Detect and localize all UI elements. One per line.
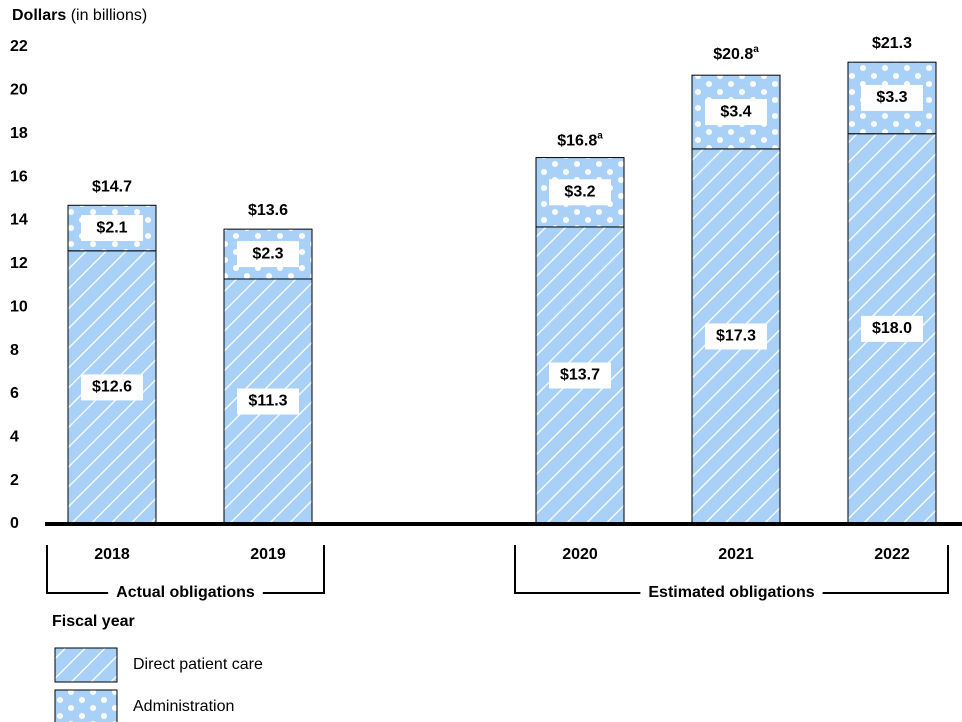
x-tick-label: 2019 bbox=[250, 546, 286, 563]
total-value: $21.3 bbox=[872, 35, 912, 52]
y-tick-label: 20 bbox=[10, 82, 28, 99]
y-tick-label: 16 bbox=[10, 168, 28, 185]
legend-swatch bbox=[54, 647, 118, 683]
value-label-box bbox=[81, 215, 143, 242]
value-label: $3.3 bbox=[876, 89, 907, 106]
total-label: $16.8a bbox=[557, 130, 603, 150]
total-value: $14.7 bbox=[92, 178, 132, 195]
y-tick-label: 8 bbox=[10, 342, 19, 359]
legend-swatch bbox=[54, 689, 118, 722]
total-label: $13.6 bbox=[248, 202, 288, 219]
value-label: $3.4 bbox=[720, 103, 751, 120]
value-label-box bbox=[705, 323, 767, 350]
y-tick-label: 10 bbox=[10, 298, 28, 315]
total-value: $20.8 bbox=[713, 46, 753, 63]
y-tick-label: 22 bbox=[10, 38, 28, 55]
y-tick-label: 4 bbox=[10, 428, 19, 445]
total-label: $14.7 bbox=[92, 178, 132, 195]
value-label: $3.2 bbox=[564, 183, 595, 200]
legend-label: Direct patient care bbox=[133, 656, 263, 673]
legend-label: Administration bbox=[133, 698, 234, 715]
y-tick-label: 2 bbox=[10, 472, 19, 489]
value-label: $12.6 bbox=[92, 379, 132, 396]
group-bracket bbox=[514, 545, 949, 594]
value-label: $18.0 bbox=[872, 320, 912, 337]
value-label-box bbox=[81, 374, 143, 401]
value-label-box bbox=[705, 99, 767, 126]
y-label-unit: (in billions) bbox=[71, 7, 147, 24]
value-label-box bbox=[549, 179, 611, 206]
value-label: $11.3 bbox=[248, 393, 287, 410]
y-tick-label: 14 bbox=[10, 212, 28, 229]
total-label: $21.3 bbox=[872, 35, 912, 52]
total-value: $13.6 bbox=[248, 202, 288, 219]
value-label-box bbox=[861, 315, 923, 342]
group-bracket bbox=[46, 545, 325, 594]
total-label: $20.8a bbox=[713, 44, 759, 64]
x-axis-title: Fiscal year bbox=[52, 613, 135, 630]
y-axis-title: Dollars (in billions) bbox=[12, 7, 147, 24]
footnote-marker: a bbox=[753, 44, 759, 55]
x-tick-label: 2022 bbox=[874, 546, 910, 563]
x-tick-label: 2018 bbox=[94, 546, 130, 563]
value-label: $13.7 bbox=[560, 367, 600, 384]
value-label: $2.1 bbox=[96, 219, 127, 236]
total-value: $16.8 bbox=[557, 133, 597, 150]
value-label: $17.3 bbox=[716, 328, 756, 345]
x-tick-label: 2020 bbox=[562, 546, 598, 563]
y-tick-label: 12 bbox=[10, 255, 28, 272]
footnote-marker: a bbox=[597, 130, 603, 141]
value-label-box bbox=[237, 241, 299, 268]
group-label: Actual obligations bbox=[116, 584, 255, 601]
value-label-box bbox=[549, 362, 611, 389]
value-label-box bbox=[861, 84, 923, 111]
value-label-box bbox=[237, 388, 299, 415]
y-tick-label: 6 bbox=[10, 385, 19, 402]
group-label: Estimated obligations bbox=[648, 584, 814, 601]
value-label: $2.3 bbox=[252, 245, 283, 262]
y-label: Dollars bbox=[12, 7, 66, 24]
x-tick-label: 2021 bbox=[718, 546, 754, 563]
y-tick-label: 18 bbox=[10, 125, 28, 142]
y-tick-label: 0 bbox=[10, 515, 19, 532]
